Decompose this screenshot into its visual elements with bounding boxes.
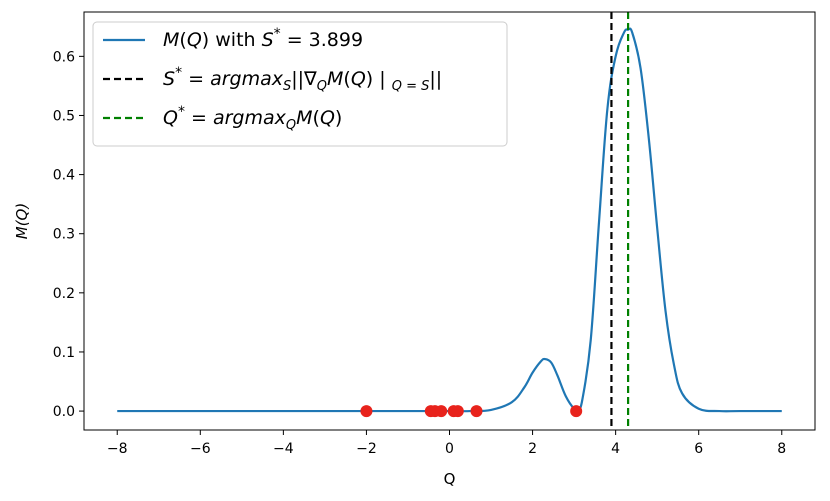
x-tick-label-1: −6 <box>190 441 211 457</box>
legend-label-qstar: Q* = argmaxQM(Q) <box>163 104 342 133</box>
y-tick-label-4: 0.4 <box>53 168 75 184</box>
y-tick-label-2: 0.2 <box>53 286 75 302</box>
axes: −8 −6 −4 −2 0 2 4 6 8 0.0 0.1 0.2 0.3 0.4 0.5 0.6 <box>53 11 816 457</box>
legend-label-sstar: S* = argmaxS||∇QM(Q) | Q = S|| <box>163 65 442 94</box>
data-point-7 <box>570 405 583 418</box>
x-tick-label-4: 0 <box>445 441 454 457</box>
x-tick-label-3: −2 <box>356 441 377 457</box>
y-tick-label-3: 0.3 <box>53 227 75 243</box>
x-tick-label-7: 6 <box>694 441 703 457</box>
plot-area <box>117 12 782 430</box>
data-point-6 <box>470 405 483 418</box>
y-tick-label-0: 0.0 <box>53 404 75 420</box>
legend-label-mq: M(Q) with S* = 3.899 <box>163 26 363 51</box>
y-axis-label: M(Q) <box>13 203 31 239</box>
y-tick-label-1: 0.1 <box>53 345 75 361</box>
data-point-5 <box>451 405 464 418</box>
x-axis-label: Q <box>444 470 456 488</box>
data-point-3 <box>435 405 448 418</box>
legend-box <box>92 21 508 147</box>
x-tick-label-8: 8 <box>777 441 786 457</box>
y-tick-label-6: 0.6 <box>53 49 75 65</box>
x-tick-label-0: −8 <box>107 441 128 457</box>
legend: M(Q) with S* = 3.899 S* = argmaxS||∇QM(Q)… <box>92 21 508 147</box>
y-tick-label-5: 0.5 <box>53 108 75 124</box>
x-tick-label-6: 4 <box>611 441 620 457</box>
x-tick-label-2: −4 <box>273 441 294 457</box>
data-point-0 <box>360 405 373 418</box>
x-tick-label-5: 2 <box>528 441 537 457</box>
